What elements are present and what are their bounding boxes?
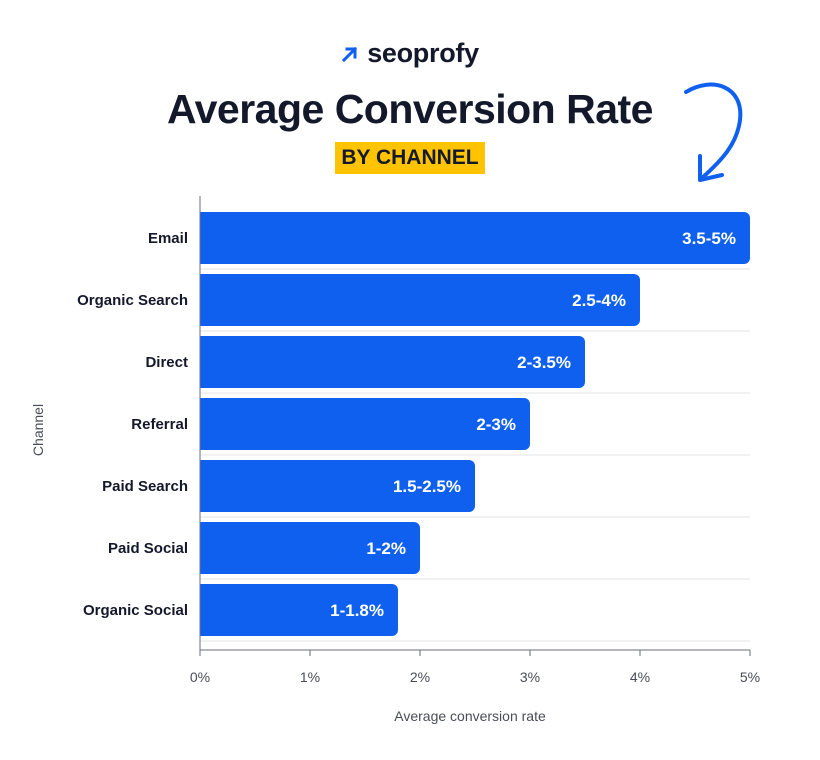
x-tick-label: 4% — [630, 669, 650, 685]
category-label: Organic Social — [83, 602, 188, 619]
data-label: 2-3% — [476, 415, 516, 434]
bar — [200, 460, 475, 512]
bar — [200, 212, 750, 264]
bar — [200, 336, 585, 388]
data-label: 2.5-4% — [572, 291, 626, 310]
bar — [200, 522, 420, 574]
bar — [200, 398, 530, 450]
category-label: Paid Search — [102, 478, 188, 495]
bar-left-edge — [200, 522, 208, 574]
x-tick-label: 0% — [190, 669, 210, 685]
x-tick-label: 3% — [520, 669, 540, 685]
x-tick-label: 2% — [410, 669, 430, 685]
bar-left-edge — [200, 336, 208, 388]
data-label: 1-1.8% — [330, 601, 384, 620]
bar-left-edge — [200, 584, 208, 636]
bar-left-edge — [200, 212, 208, 264]
data-label: 3.5-5% — [682, 229, 736, 248]
curved-arrow-icon — [684, 82, 743, 182]
x-axis-title: Average conversion rate — [394, 708, 546, 724]
bar-left-edge — [200, 398, 208, 450]
brand-name: seoprofy — [367, 38, 479, 68]
category-label: Organic Search — [77, 292, 188, 309]
x-tick-label: 1% — [300, 669, 320, 685]
category-label: Paid Social — [108, 540, 188, 557]
x-tick-label: 5% — [740, 669, 760, 685]
arrow-up-right-icon — [342, 46, 358, 62]
category-label: Email — [148, 230, 188, 247]
chart-title: Average Conversion Rate — [167, 86, 654, 132]
data-label: 2-3.5% — [517, 353, 571, 372]
y-axis-title: Channel — [30, 404, 46, 456]
data-label: 1-2% — [366, 539, 406, 558]
chart-subtitle: BY CHANNEL — [335, 142, 485, 174]
bar — [200, 274, 640, 326]
category-label: Referral — [131, 416, 188, 433]
bar-left-edge — [200, 274, 208, 326]
bar-left-edge — [200, 460, 208, 512]
brand-logo: seoprofy — [0, 38, 820, 69]
bar — [200, 584, 398, 636]
data-label: 1.5-2.5% — [393, 477, 461, 496]
category-label: Direct — [145, 354, 188, 371]
